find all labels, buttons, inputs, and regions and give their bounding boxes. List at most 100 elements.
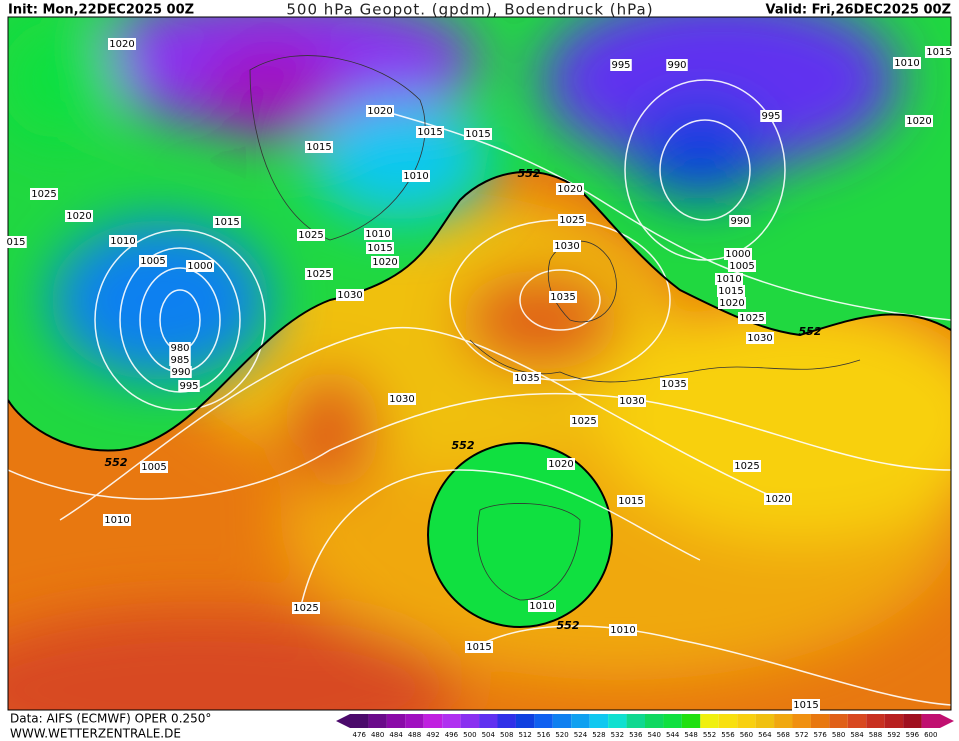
isobar-label-bg [140,461,168,473]
colorbar-swatch [884,714,904,728]
isobar-label: 1010 [716,274,741,285]
map-frame [7,16,952,711]
colorbar-label: 488 [408,731,421,739]
isobar-label: 1015 [718,286,743,297]
colorbar-swatch [442,714,461,728]
colorbar-label: 536 [629,731,643,739]
isobar-label-bg [610,59,632,71]
isobar-label-bg [760,110,782,122]
isobar-label-bg [513,372,541,384]
isobar-label-bg [617,495,645,507]
isobar-label: 985 [170,355,189,366]
isobar-label-bg [547,458,575,470]
isobar-label: 1020 [765,494,790,505]
isobar-label-bg [297,229,325,241]
isobar-label: 1020 [557,184,582,195]
isobar-label-bg [528,600,556,612]
isobar-label-bg [366,105,394,117]
isobar-label-bg [549,291,577,303]
colorbar-label: 476 [353,731,367,739]
colorbar-arrow-left [336,714,350,728]
isobar-label-bg [556,183,584,195]
colorbar-swatch [866,714,885,728]
colorbar-label: 520 [555,731,568,739]
colorbar-swatch [700,714,719,728]
isobar-label-bg [728,260,756,272]
isobar-label: 1015 [417,127,442,138]
isobar-label: 1015 [306,142,331,153]
isobar-label: 1030 [747,333,772,344]
isobar-label: 1010 [365,229,390,240]
isobar-label: 1015 [618,496,643,507]
colorbar-swatch [921,714,940,728]
isobar-label-bg [724,248,752,260]
height-552-line [8,170,951,452]
colorbar-swatch [350,714,369,728]
isobar-label-bg [169,354,191,366]
colorbar-label: 588 [869,731,882,739]
isobar-label-bg [733,460,761,472]
height-label: 552 [799,325,822,338]
isobar-label-bg [416,126,444,138]
isobar-label: 1030 [554,241,579,252]
isobar-label: 1005 [141,462,166,473]
colorbar-swatch [405,714,424,728]
colorbar-label: 532 [611,731,624,739]
colorbar-swatch [847,714,867,728]
isobar-label-bg [792,699,820,711]
isobar-label: 1010 [403,171,428,182]
colorbar-label: 572 [795,731,808,739]
colorbar-arrow-right [940,714,954,728]
isobar-label: 1020 [906,116,931,127]
isobar-label-bg [366,242,394,254]
isobar-label: 1020 [372,257,397,268]
isobar-label-bg [371,256,399,268]
isobar-label-bg [336,289,364,301]
colorbar-label: 516 [537,731,551,739]
isobar-label: 1020 [66,211,91,222]
isobar-label-bg [170,366,192,378]
isobar-label: 1030 [389,394,414,405]
isobar-label: 1020 [109,39,134,50]
isobar-label: 1015 [367,243,392,254]
height-label: 552 [557,619,580,632]
colorbar-label: 568 [777,731,790,739]
colorbar-label: 480 [371,731,384,739]
colorbar-swatch [755,714,775,728]
colorbar-label: 564 [758,731,772,739]
isobar-label: 1025 [571,416,596,427]
colorbar-swatch [810,714,830,728]
colorbar-swatch [368,714,387,728]
isobar-label-bg [402,170,430,182]
height-label: 552 [518,167,541,180]
isobar-label: 015 [6,237,25,248]
colorbar-label: 492 [426,731,439,739]
isobar-label-bg [169,342,191,354]
isobar-label-bg [108,38,136,50]
colorbar-label: 524 [574,731,588,739]
isobar-label: 1025 [31,189,56,200]
isobar-label-bg [292,602,320,614]
colorbar-label: 552 [703,731,716,739]
isobar-label: 1035 [550,292,575,303]
colorbar-swatch [626,714,645,728]
isobar-label: 1010 [110,236,135,247]
colorbar-swatch [681,714,701,728]
init-label: Init: Mon,22DEC2025 00Z [8,3,194,18]
isobar-label-bg [717,285,745,297]
isobar-label: 995 [761,111,780,122]
isobar-label: 1025 [293,603,318,614]
colorbar-label: 544 [666,731,680,739]
isobar-label: 980 [170,343,189,354]
isobar-label-bg [558,214,586,226]
isobar-label: 1000 [187,261,212,272]
isobar-label: 1005 [729,261,754,272]
isobar-label: 990 [730,216,749,227]
colorbar-swatch [386,714,406,728]
isobar-label: 1015 [214,217,239,228]
isobar-label: 1020 [719,298,744,309]
isobar-label: 995 [611,60,630,71]
isobar-label: 1030 [337,290,362,301]
